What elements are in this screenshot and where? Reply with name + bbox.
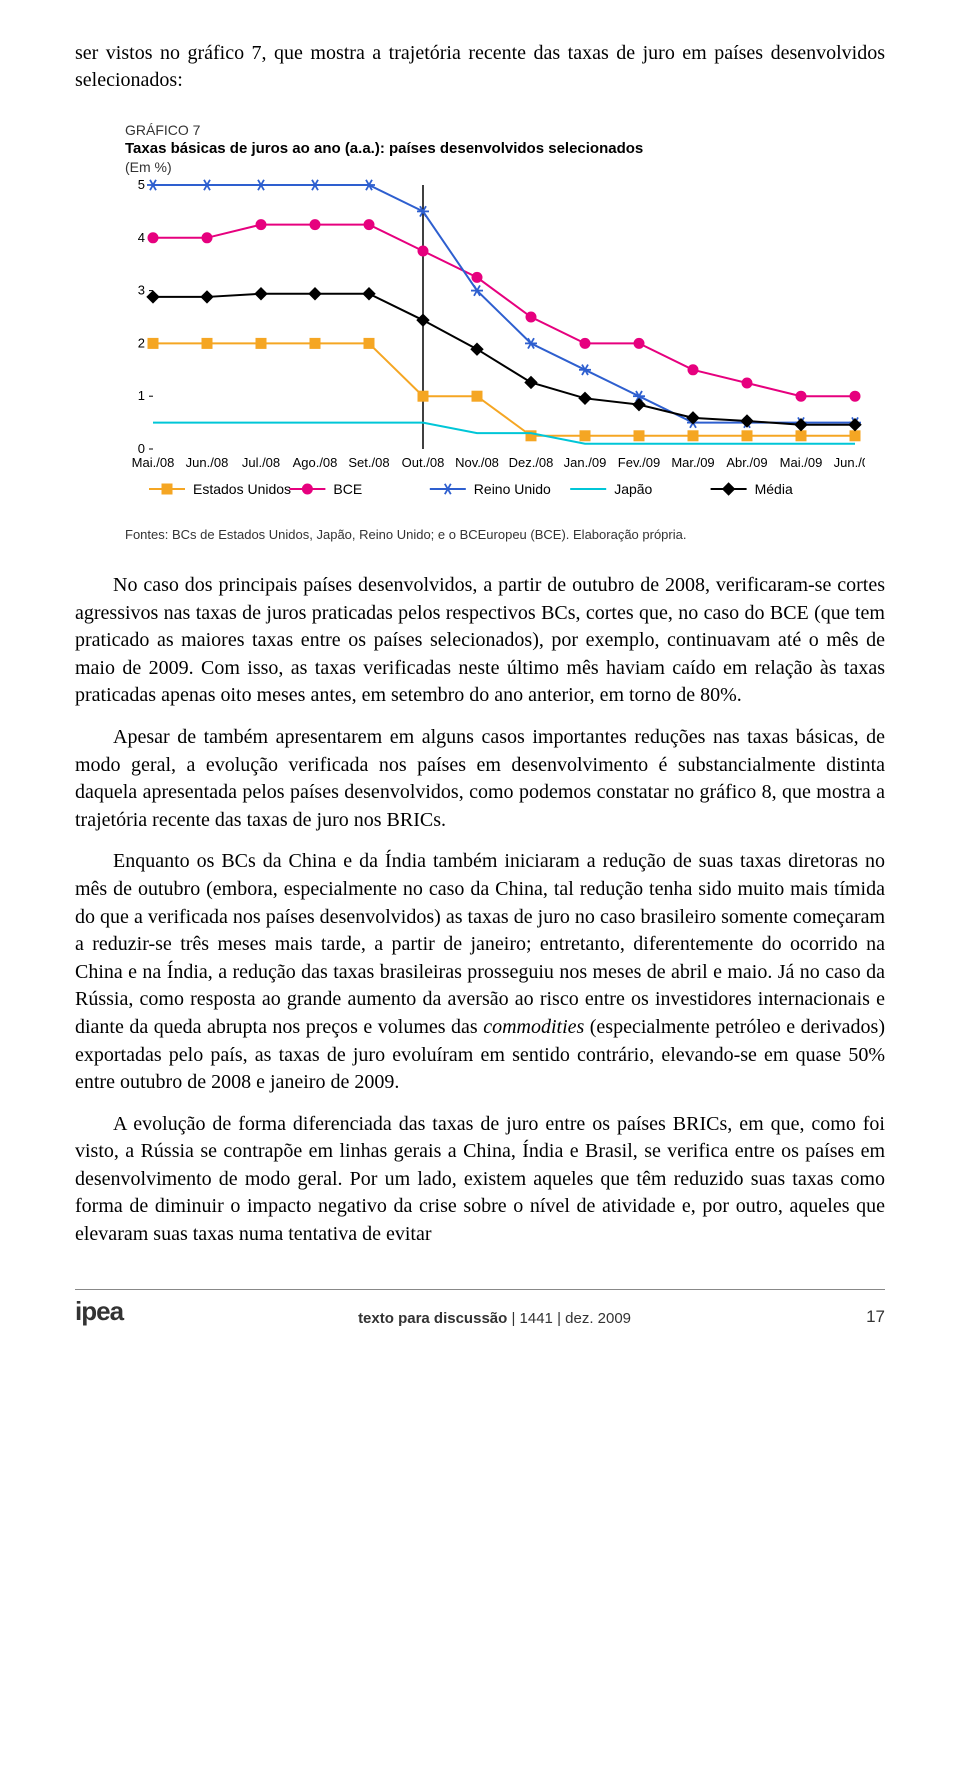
svg-text:Mai./09: Mai./09	[780, 455, 823, 470]
svg-text:Set./08: Set./08	[348, 455, 389, 470]
body-paragraph: A evolução de forma diferenciada das tax…	[75, 1111, 885, 1249]
footer-page-number: 17	[866, 1307, 885, 1327]
svg-text:Média: Média	[755, 481, 793, 497]
svg-text:Jan./09: Jan./09	[564, 455, 607, 470]
svg-text:5: 5	[138, 179, 145, 192]
svg-text:BCE: BCE	[333, 481, 362, 497]
svg-text:Fev./09: Fev./09	[618, 455, 660, 470]
svg-text:1: 1	[138, 388, 145, 403]
body-paragraph: Enquanto os BCs da China e da Índia tamb…	[75, 848, 885, 1096]
chart-svg: 0 1 2 3 4 5 Mai./08 Jun./08 Jul./08 Ago./08 Set./0…	[125, 179, 865, 519]
svg-text:Jun./08: Jun./08	[186, 455, 229, 470]
page-footer: ipea texto para discussão | 1441 | dez. …	[75, 1289, 885, 1327]
svg-text:4: 4	[138, 230, 145, 245]
svg-text:Abr./09: Abr./09	[726, 455, 767, 470]
svg-text:Reino Unido: Reino Unido	[474, 481, 551, 497]
body-paragraph: No caso dos principais países desenvolvi…	[75, 572, 885, 710]
chart-label: GRÁFICO 7	[125, 122, 865, 138]
body-paragraph: Apesar de também apresentarem em alguns …	[75, 724, 885, 834]
svg-text:Out./08: Out./08	[402, 455, 445, 470]
svg-text:Japão: Japão	[614, 481, 652, 497]
footer-citation: texto para discussão | 1441 | dez. 2009	[358, 1310, 631, 1327]
svg-text:Ago./08: Ago./08	[293, 455, 338, 470]
svg-text:Dez./08: Dez./08	[509, 455, 554, 470]
svg-text:0: 0	[138, 441, 145, 456]
svg-text:Estados Unidos: Estados Unidos	[193, 481, 291, 497]
chart-source: Fontes: BCs de Estados Unidos, Japão, Re…	[125, 527, 865, 542]
chart-unit: (Em %)	[125, 159, 865, 175]
svg-text:Mar./09: Mar./09	[671, 455, 714, 470]
svg-text:Jul./08: Jul./08	[242, 455, 280, 470]
svg-text:Jun./09: Jun./09	[834, 455, 865, 470]
ipea-logo: ipea	[75, 1296, 123, 1327]
svg-text:2: 2	[138, 335, 145, 350]
chart-title: Taxas básicas de juros ao ano (a.a.): pa…	[125, 140, 865, 157]
svg-text:Nov./08: Nov./08	[455, 455, 499, 470]
svg-text:Mai./08: Mai./08	[132, 455, 175, 470]
intro-paragraph: ser vistos no gráfico 7, que mostra a tr…	[75, 40, 885, 94]
chart-grafico-7: GRÁFICO 7 Taxas básicas de juros ao ano …	[125, 122, 865, 542]
svg-text:3: 3	[138, 283, 145, 298]
